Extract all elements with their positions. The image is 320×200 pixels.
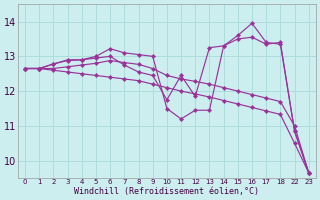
X-axis label: Windchill (Refroidissement éolien,°C): Windchill (Refroidissement éolien,°C) xyxy=(74,187,260,196)
